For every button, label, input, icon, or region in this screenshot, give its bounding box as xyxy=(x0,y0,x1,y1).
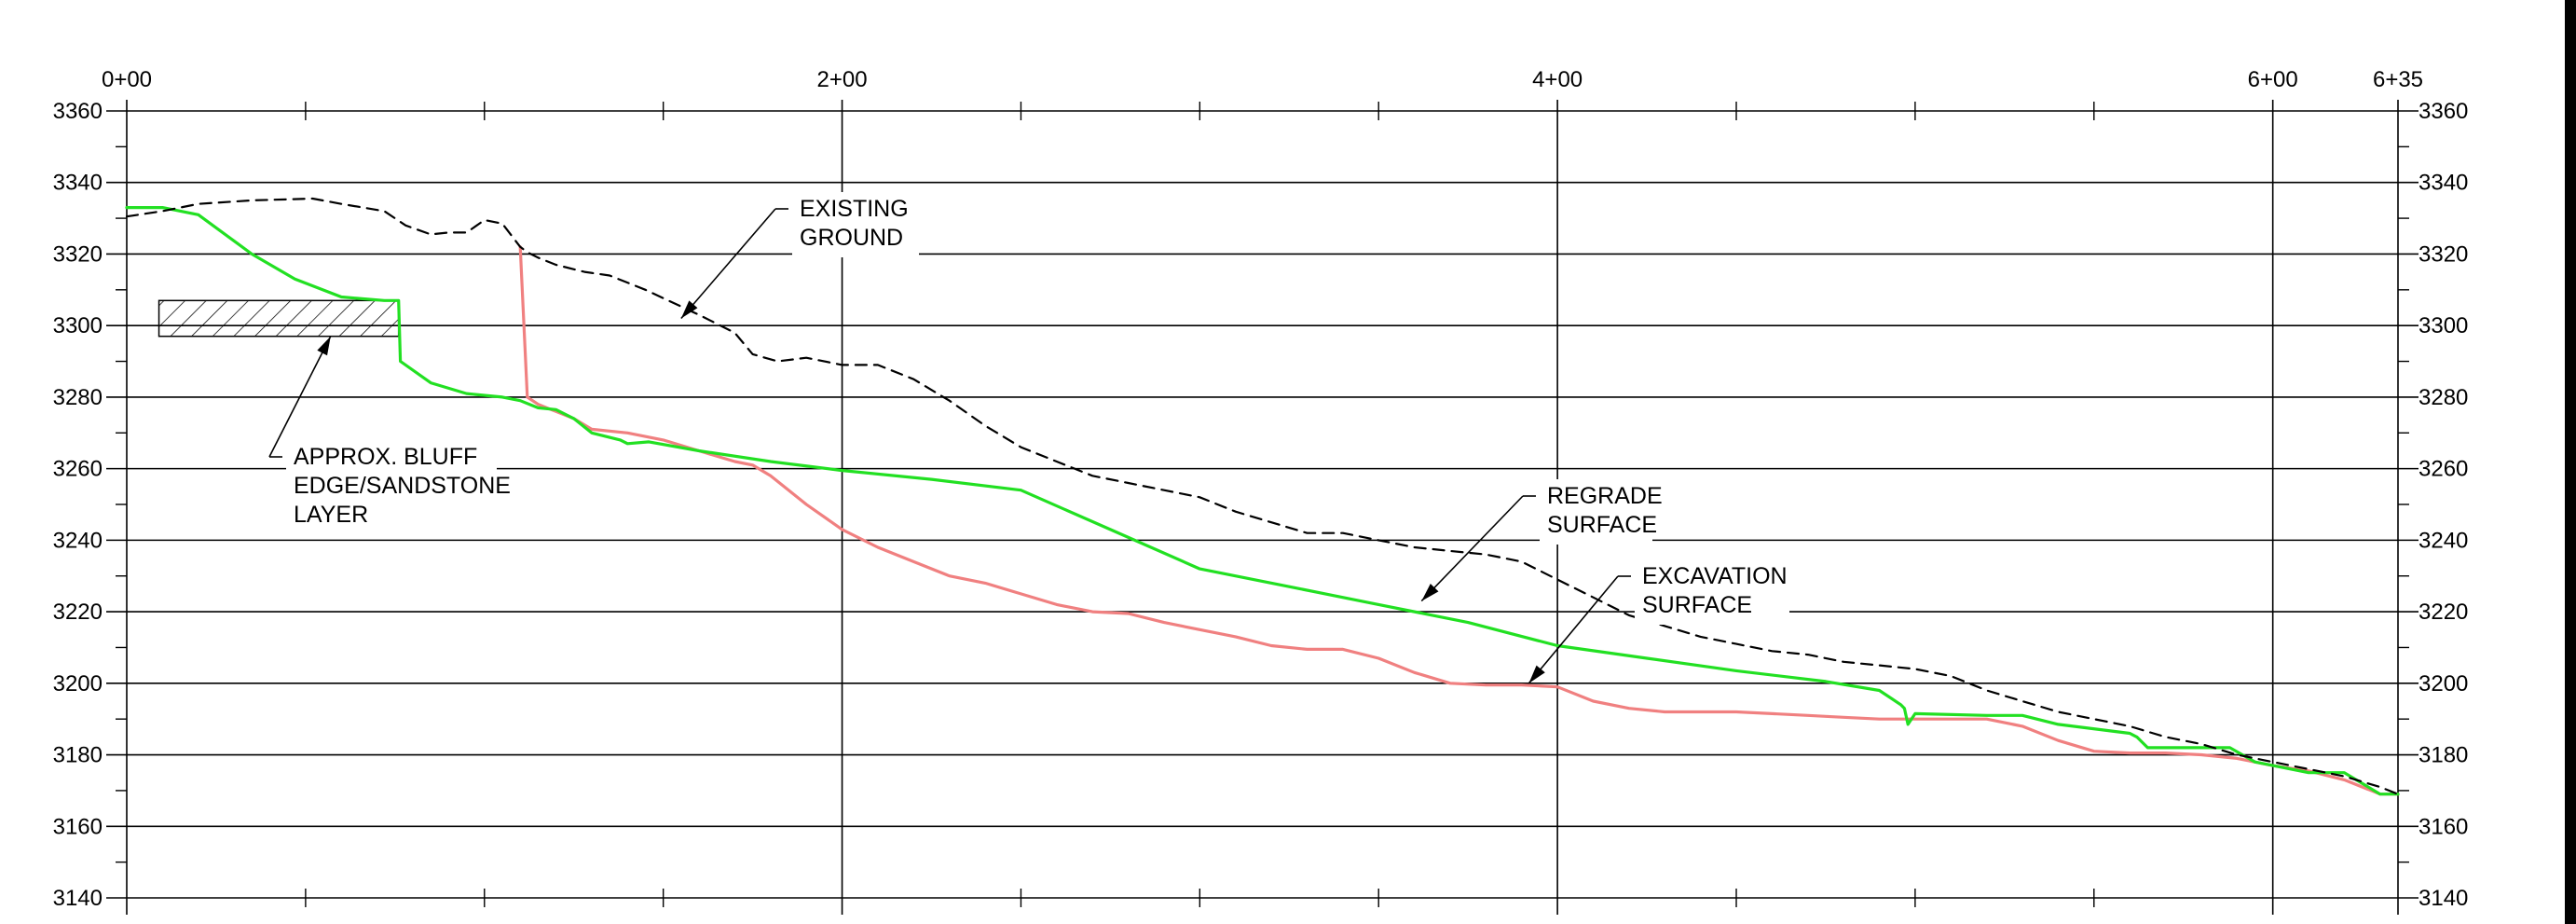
y-tick-label-left: 3140 xyxy=(53,886,103,911)
y-tick-label-right: 3260 xyxy=(2418,457,2468,482)
existing_ground-label-line: EXISTING xyxy=(800,196,909,222)
x-tick-label: 4+00 xyxy=(1532,67,1583,92)
y-tick-label-left: 3280 xyxy=(53,385,103,410)
bluff-arrowhead xyxy=(317,336,331,356)
regrade-label-line: SURFACE xyxy=(1547,512,1657,538)
y-tick-label-left: 3260 xyxy=(53,457,103,482)
bluff-label-line: LAYER xyxy=(294,502,368,528)
bluff-label-line: EDGE/SANDSTONE xyxy=(294,473,511,499)
y-tick-label-left: 3320 xyxy=(53,241,103,267)
regrade-arrowhead xyxy=(1421,584,1439,601)
y-tick-label-left: 3180 xyxy=(53,743,103,768)
existing_ground-arrowhead xyxy=(680,300,698,319)
bluff-label-backing xyxy=(286,440,497,534)
y-tick-label-right: 3160 xyxy=(2418,814,2468,839)
y-tick-label-left: 3360 xyxy=(53,99,103,124)
x-tick-label: 0+00 xyxy=(102,67,152,92)
right-edge-bar xyxy=(2565,0,2576,924)
y-tick-label-right: 3200 xyxy=(2418,671,2468,696)
excavation-leader-line xyxy=(1528,575,1619,684)
y-tick-label-right: 3320 xyxy=(2418,241,2468,267)
existing-ground-line xyxy=(125,197,2400,795)
excavation-surface-line xyxy=(518,245,2400,796)
y-tick-label-right: 3300 xyxy=(2418,313,2468,338)
sandstone-hatch-region xyxy=(158,299,400,338)
grid-layer xyxy=(126,100,2399,915)
existing_ground-label-backing xyxy=(792,192,919,257)
y-tick-label-right: 3280 xyxy=(2418,385,2468,410)
annotation-layer: EXISTING GROUND APPROX. BLUFF EDGE/SANDSTON… xyxy=(268,192,1789,684)
y-tick-label-left: 3200 xyxy=(53,671,103,696)
y-tick-label-right: 3240 xyxy=(2418,528,2468,553)
y-tick-label-right: 3140 xyxy=(2418,886,2468,911)
tick-layer: 3360 3360 3340 3340 3320 3320 3300 3300 3280 3280… xyxy=(53,67,2469,911)
y-tick-label-right: 3220 xyxy=(2418,600,2468,625)
regrade-label-line: REGRADE xyxy=(1547,483,1663,509)
existing_ground-label-line: GROUND xyxy=(800,225,903,251)
regrade-surface-line xyxy=(125,206,2400,796)
excavation-arrowhead xyxy=(1528,665,1545,683)
existing_ground-leader-line xyxy=(680,208,776,320)
y-tick-label-right: 3180 xyxy=(2418,743,2468,768)
x-tick-label: 6+35 xyxy=(2373,67,2423,92)
bluff-label-line: APPROX. BLUFF xyxy=(294,444,477,470)
regrade-leader-line xyxy=(1420,495,1524,602)
excavation-label-line: EXCAVATION xyxy=(1642,563,1788,589)
excavation-label-line: SURFACE xyxy=(1642,592,1752,618)
y-tick-label-left: 3160 xyxy=(53,814,103,839)
hatch-layer xyxy=(158,299,400,338)
y-tick-label-right: 3360 xyxy=(2418,99,2468,124)
excavation-label-backing xyxy=(1635,559,1789,625)
bluff-leader-line xyxy=(268,336,332,458)
x-tick-label: 6+00 xyxy=(2248,67,2298,92)
y-tick-label-left: 3220 xyxy=(53,600,103,625)
series-layer xyxy=(125,197,2400,796)
y-tick-label-right: 3340 xyxy=(2418,171,2468,196)
y-tick-label-left: 3300 xyxy=(53,313,103,338)
y-tick-label-left: 3240 xyxy=(53,528,103,553)
y-tick-label-left: 3340 xyxy=(53,171,103,196)
regrade-label-backing xyxy=(1540,479,1652,545)
x-tick-label: 2+00 xyxy=(817,67,868,92)
